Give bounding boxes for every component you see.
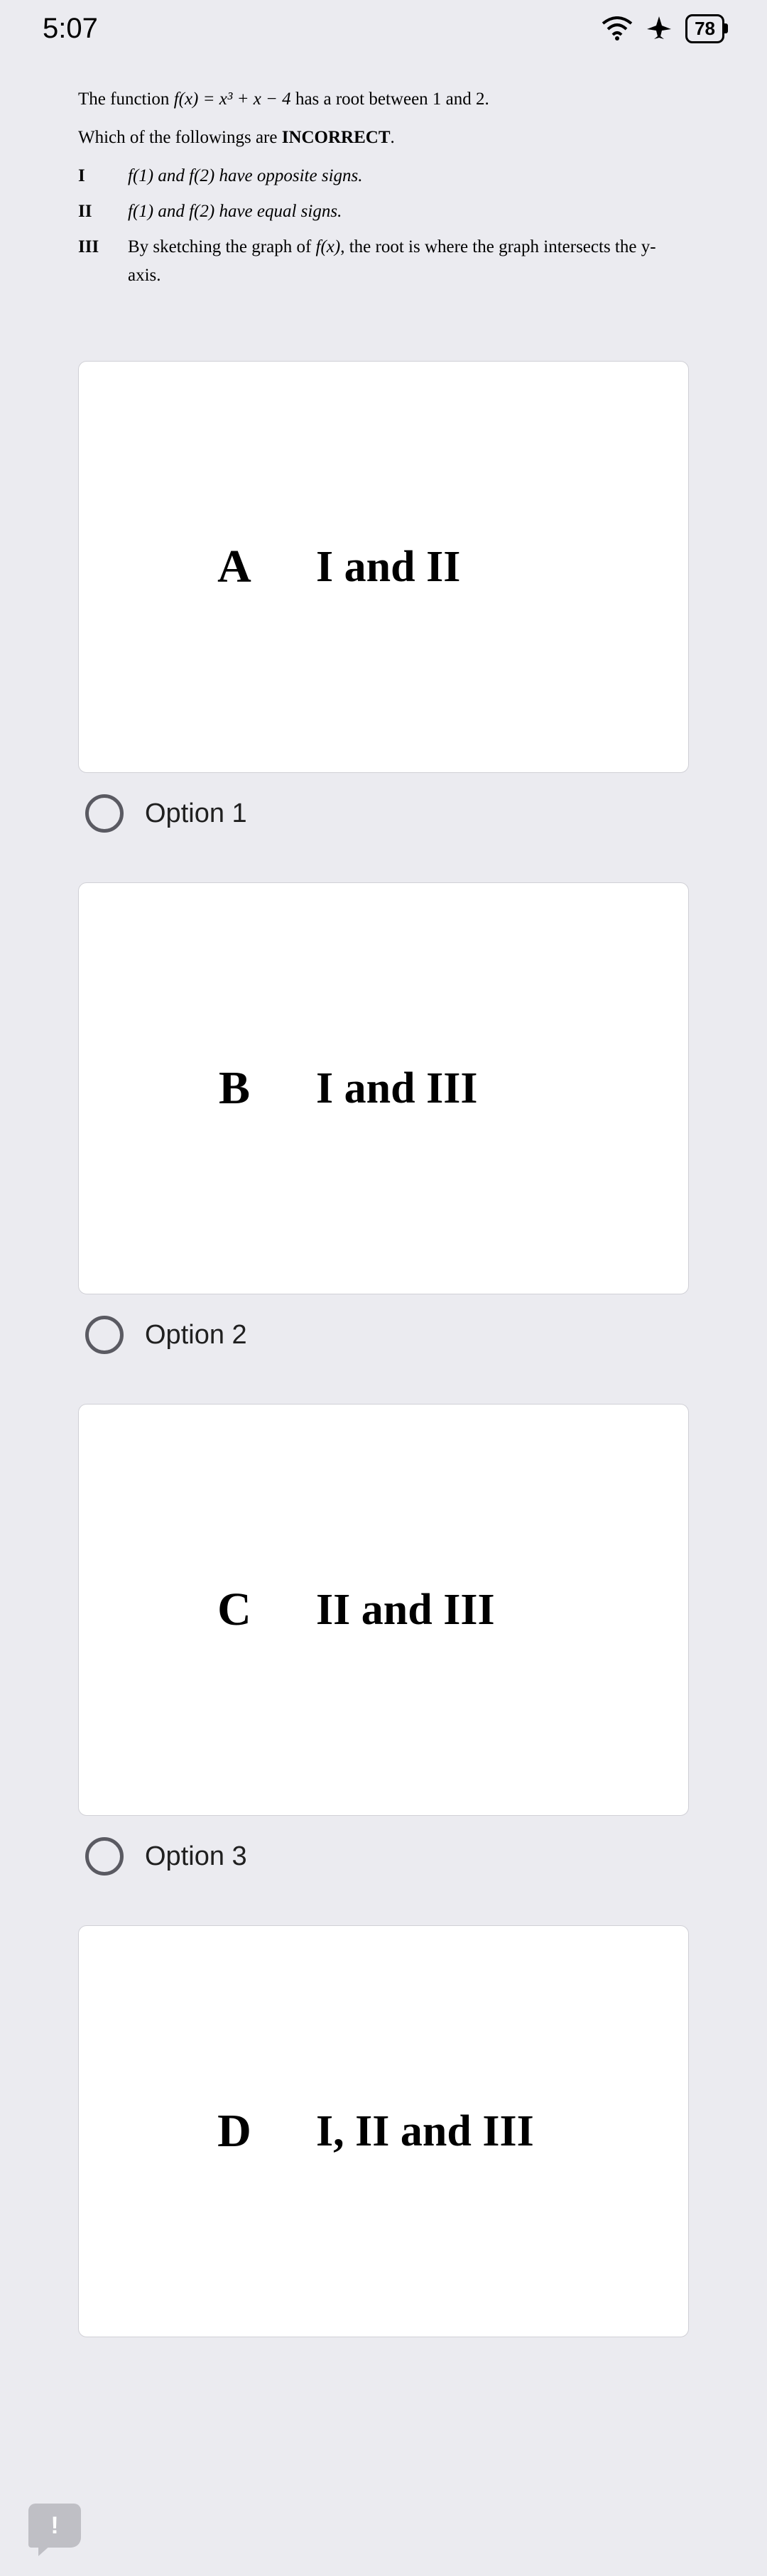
option-label: Option 3 <box>145 1841 247 1872</box>
statement-row: II f(1) and f(2) have equal signs. <box>78 197 689 226</box>
content-area: The function f(x) = x³ + x − 4 has a roo… <box>0 57 767 2337</box>
statement-label: I <box>78 162 128 190</box>
card-answer: I and II <box>316 542 614 592</box>
options-area: A I and II Option 1 B I and III Option 2… <box>78 361 689 2337</box>
q1-post: has a root between 1 and 2. <box>291 90 489 109</box>
airplane-icon <box>646 15 673 42</box>
question-line-1: The function f(x) = x³ + x − 4 has a roo… <box>78 85 689 114</box>
question-line-2: Which of the followings are INCORRECT. <box>78 124 689 152</box>
option-card-b[interactable]: B I and III <box>78 882 689 1294</box>
statement-text: By sketching the graph of f(x), the root… <box>128 233 689 290</box>
q2-pre: Which of the followings are <box>78 128 282 147</box>
q1-fn: f(x) = x³ + x − 4 <box>174 90 291 109</box>
exclamation-icon: ! <box>50 2512 58 2540</box>
radio-option-1[interactable] <box>85 794 124 833</box>
card-inner: B I and III <box>153 1061 614 1115</box>
statement-text: f(1) and f(2) have opposite signs. <box>128 166 363 185</box>
radio-option-3[interactable] <box>85 1837 124 1876</box>
q2-post: . <box>391 128 395 147</box>
card-letter: A <box>153 540 316 594</box>
status-icons: 78 <box>602 14 724 43</box>
option-label: Option 1 <box>145 799 247 829</box>
option-card-c[interactable]: C II and III <box>78 1404 689 1816</box>
battery-icon: 78 <box>685 14 724 43</box>
radio-option-2[interactable] <box>85 1316 124 1354</box>
statement-row: III By sketching the graph of f(x), the … <box>78 233 689 290</box>
card-answer: II and III <box>316 1585 614 1635</box>
card-inner: A I and II <box>153 540 614 594</box>
card-answer: I, II and III <box>316 2106 614 2157</box>
wifi-icon <box>602 16 633 40</box>
card-answer: I and III <box>316 1064 614 1114</box>
q2-bold: INCORRECT <box>282 128 391 147</box>
option-row[interactable]: Option 3 <box>78 1837 689 1876</box>
question-block: The function f(x) = x³ + x − 4 has a roo… <box>78 85 689 290</box>
statement-label: II <box>78 197 128 226</box>
card-letter: B <box>153 1061 316 1115</box>
s3-pre: By sketching the graph of <box>128 237 316 256</box>
statements-list: I f(1) and f(2) have opposite signs. II … <box>78 162 689 290</box>
s3-fn: f(x) <box>316 237 341 256</box>
card-letter: C <box>153 1583 316 1637</box>
statement-label: III <box>78 233 128 290</box>
status-bar: 5:07 78 <box>0 0 767 57</box>
clock-time: 5:07 <box>43 13 98 45</box>
card-inner: C II and III <box>153 1583 614 1637</box>
statement-row: I f(1) and f(2) have opposite signs. <box>78 162 689 190</box>
option-card-a[interactable]: A I and II <box>78 361 689 773</box>
card-letter: D <box>153 2104 316 2158</box>
battery-level: 78 <box>695 18 715 40</box>
option-row[interactable]: Option 1 <box>78 794 689 833</box>
option-card-d[interactable]: D I, II and III <box>78 1925 689 2337</box>
feedback-button[interactable]: ! <box>28 2504 81 2548</box>
q1-pre: The function <box>78 90 174 109</box>
option-row[interactable]: Option 2 <box>78 1316 689 1354</box>
option-label: Option 2 <box>145 1320 247 1351</box>
statement-text: f(1) and f(2) have equal signs. <box>128 202 342 221</box>
card-inner: D I, II and III <box>153 2104 614 2158</box>
